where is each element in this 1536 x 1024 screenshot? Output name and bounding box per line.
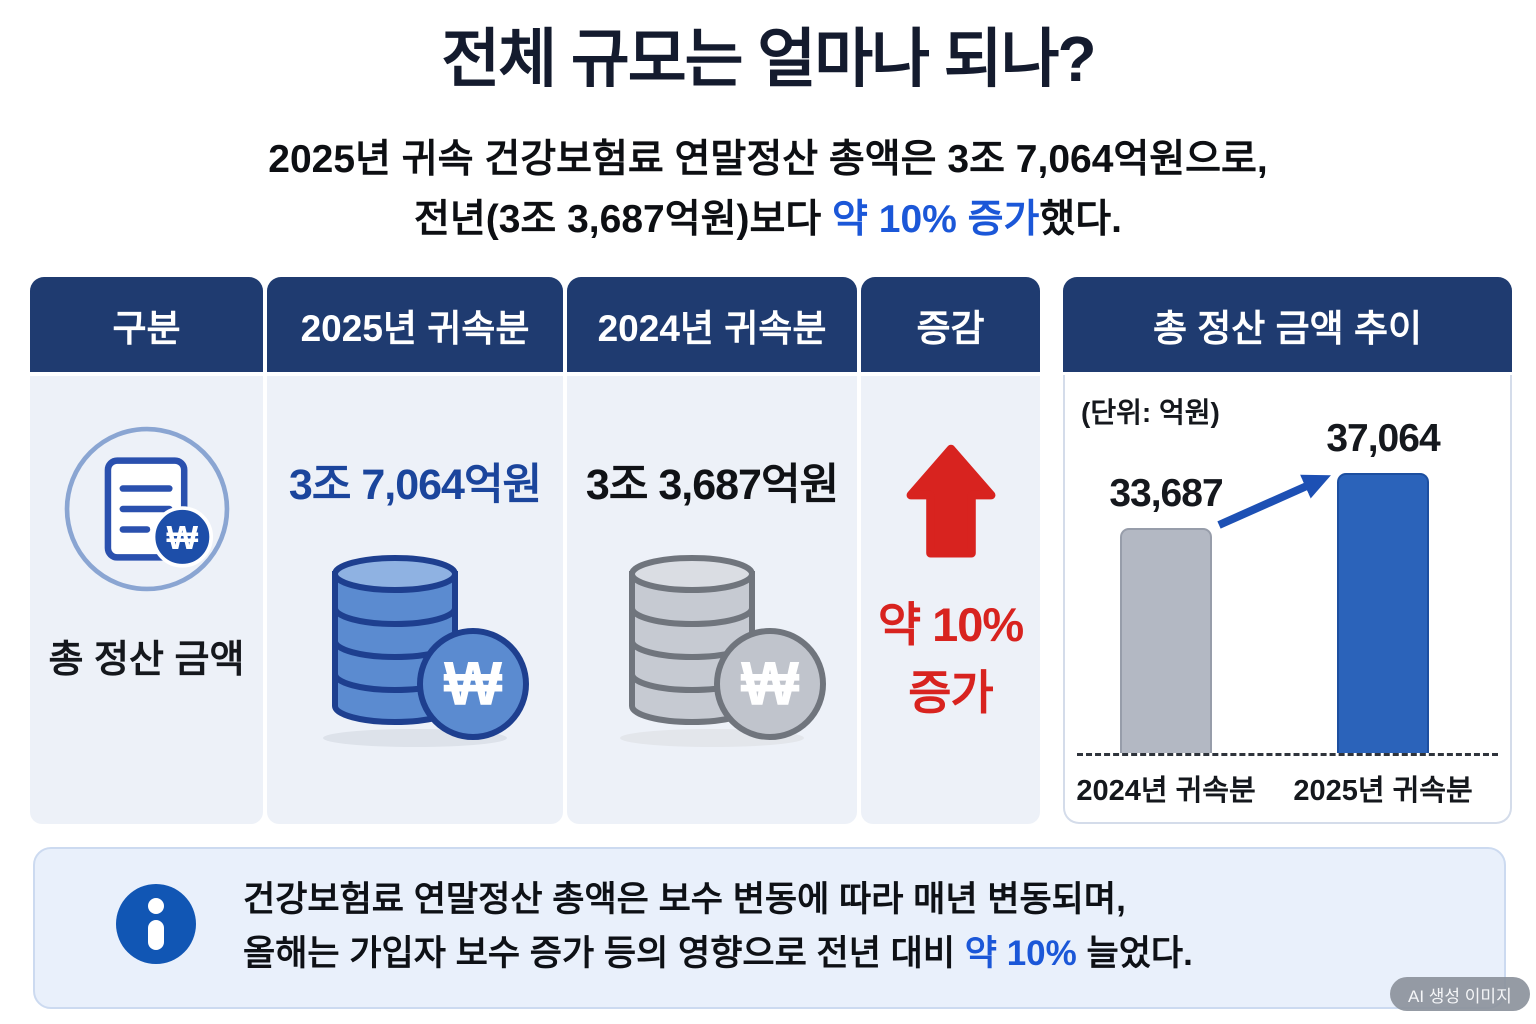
note-line2-suffix: 늘었다. — [1076, 934, 1193, 974]
value-2025: 3조 7,064억원 — [288, 461, 542, 509]
chart-baseline — [1077, 753, 1498, 756]
note-line2-highlight: 약 10% — [964, 934, 1077, 974]
column-category: 구분 ₩ 총 정산 금액 — [30, 277, 263, 824]
change-line1: 약 10% — [877, 598, 1024, 651]
ai-generated-badge: AI 생성 이미지 — [1390, 977, 1530, 1011]
info-icon — [116, 884, 196, 964]
bar-value-2025: 37,064 — [1326, 417, 1440, 460]
bar-value-2024: 33,687 — [1109, 472, 1223, 515]
cell-category: ₩ 총 정산 금액 — [30, 376, 263, 824]
svg-text:₩: ₩ — [166, 520, 198, 557]
page-title: 전체 규모는 얼마나 되나? — [441, 23, 1096, 95]
subtitle-line2-suffix: 했다. — [1039, 198, 1123, 242]
chart-unit-label: (단위: 억원) — [1081, 397, 1220, 428]
note-text: 건강보험료 연말정산 총액은 보수 변동에 따라 매년 변동되며, 올해는 가입… — [243, 873, 1193, 982]
category-label-2025: 2025년 귀속분 — [1293, 775, 1473, 807]
note-box: 건강보험료 연말정산 총액은 보수 변동에 따라 매년 변동되며, 올해는 가입… — [33, 847, 1506, 1009]
coin-stack-blue-icon: ₩ — [323, 555, 529, 747]
column-2024: 2024년 귀속분 3조 3,687억원 ₩ — [567, 277, 857, 824]
note-line2-prefix: 올해는 가입자 보수 증가 등의 영향으로 전년 대비 — [243, 934, 965, 974]
bar-2025 — [1337, 473, 1429, 753]
subtitle: 2025년 귀속 건강보험료 연말정산 총액은 3조 7,064억원으로, 전년… — [0, 130, 1536, 251]
category-label-2024: 2024년 귀속분 — [1076, 775, 1256, 807]
change-line2: 증가 — [908, 666, 993, 720]
svg-text:₩: ₩ — [444, 650, 503, 719]
note-line2: 올해는 가입자 보수 증가 등의 영향으로 전년 대비 약 10% 늘었다. — [243, 927, 1193, 981]
column-change: 증감 약 10% 증가 — [861, 277, 1040, 824]
cell-2024: 3조 3,687억원 ₩ — [567, 376, 857, 824]
column-header-2024: 2024년 귀속분 — [567, 277, 857, 372]
note-line1: 건강보험료 연말정산 총액은 보수 변동에 따라 매년 변동되며, — [243, 880, 1126, 919]
svg-text:₩: ₩ — [741, 650, 800, 719]
chart-body: (단위: 억원) 33,687 37,064 2024년 귀속분 2025년 귀… — [1063, 375, 1512, 824]
subtitle-line2: 전년(3조 3,687억원)보다 약 10% 증가했다. — [0, 190, 1536, 250]
chart-plot-area: 33,687 37,064 — [1065, 375, 1510, 753]
change-text: 약 10% 증가 — [877, 591, 1024, 727]
increase-up-arrow-icon — [906, 444, 995, 558]
value-2024: 3조 3,687억원 — [585, 461, 839, 509]
column-header-change: 증감 — [861, 277, 1040, 372]
trend-chart-panel: 총 정산 금액 추이 (단위: 억원) 33,687 37,064 20 — [1063, 277, 1512, 824]
bar-2024 — [1120, 528, 1212, 753]
trend-arrow-icon — [1217, 474, 1331, 529]
settlement-document-icon: ₩ — [64, 426, 229, 592]
summary-table: 구분 ₩ 총 정산 금액 2025년 귀속분 3조 7,064억원 — [30, 277, 1040, 824]
cell-change: 약 10% 증가 — [861, 376, 1040, 824]
subtitle-line2-highlight: 약 10% 증가 — [832, 198, 1040, 242]
won-coin-badge-icon — [151, 506, 213, 568]
column-2025: 2025년 귀속분 3조 7,064억원 ₩ — [267, 277, 563, 824]
column-header-category: 구분 — [30, 277, 263, 372]
column-header-2025: 2025년 귀속분 — [267, 277, 563, 372]
coin-stack-gray-icon: ₩ — [620, 555, 826, 747]
row-label: 총 정산 금액 — [48, 639, 245, 681]
chart-title: 총 정산 금액 추이 — [1063, 277, 1512, 372]
cell-2025: 3조 7,064억원 ₩ — [267, 376, 563, 824]
subtitle-line1: 2025년 귀속 건강보험료 연말정산 총액은 3조 7,064억원으로, — [268, 138, 1268, 181]
subtitle-line2-prefix: 전년(3조 3,687억원)보다 — [413, 198, 833, 242]
